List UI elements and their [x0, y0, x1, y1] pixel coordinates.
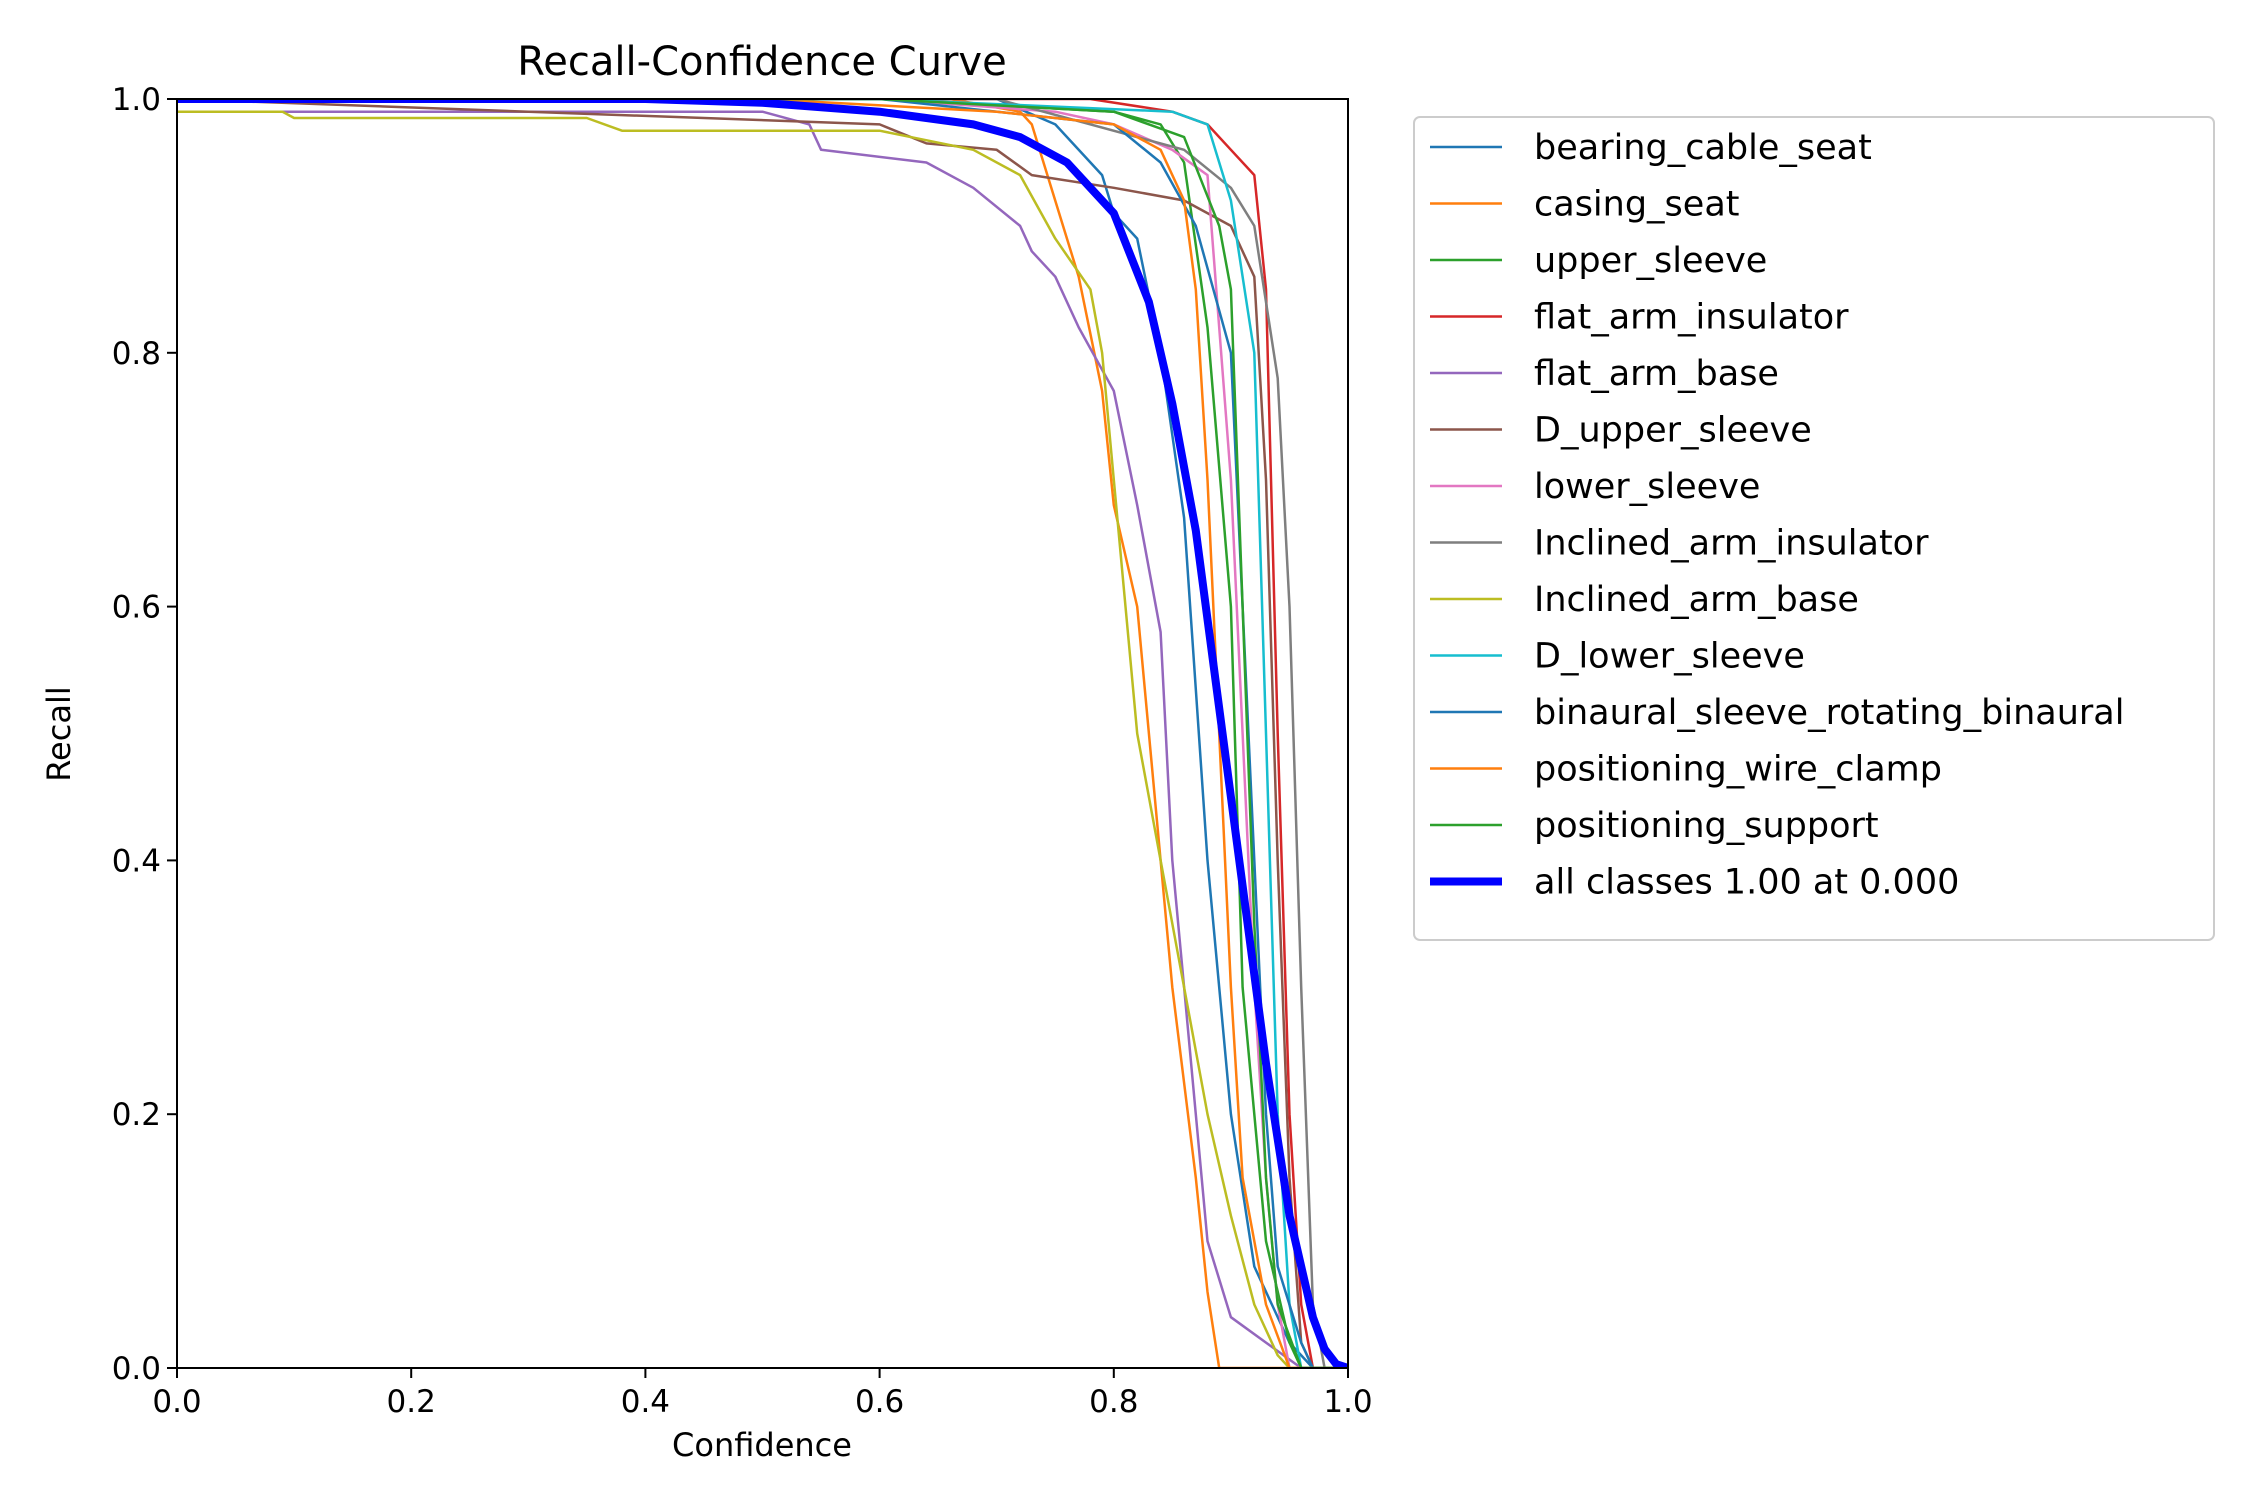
- series-line-all-classes-1-00-at-0-000: [177, 99, 1348, 1368]
- legend-item-d-lower-sleeve: D_lower_sleeve: [1430, 637, 1805, 677]
- legend-item-positioning-wire-clamp: positioning_wire_clamp: [1430, 750, 1942, 790]
- y-tick-label: 0.8: [112, 336, 161, 372]
- x-tick-label: 0.2: [387, 1384, 436, 1420]
- series-line-d-lower-sleeve: [177, 99, 1348, 1368]
- legend-item-inclined-arm-base: Inclined_arm_base: [1430, 580, 1859, 620]
- legend-item-flat-arm-insulator: flat_arm_insulator: [1430, 298, 1849, 338]
- y-tick-label: 0.6: [112, 590, 161, 626]
- x-tick-label: 1.0: [1323, 1384, 1372, 1420]
- x-axis-ticks: 0.0 0.2 0.4 0.6 0.8 1.0: [152, 1368, 1373, 1420]
- legend-item-casing-seat: casing_seat: [1430, 185, 1740, 225]
- legend-item-bearing-cable-seat: bearing_cable_seat: [1430, 128, 1872, 168]
- legend-label: all classes 1.00 at 0.000: [1534, 863, 1959, 903]
- y-tick-label: 0.2: [112, 1097, 161, 1133]
- legend-item-all-classes-1-00-at-0-000: all classes 1.00 at 0.000: [1430, 863, 1959, 903]
- legend-label: upper_sleeve: [1534, 241, 1767, 281]
- legend-label: binaural_sleeve_rotating_binaural: [1534, 693, 2124, 733]
- plot-area: [176, 98, 1349, 1369]
- y-tick-label: 1.0: [112, 82, 161, 118]
- legend-label: flat_arm_base: [1534, 354, 1779, 394]
- y-axis-ticks: 0.0 0.2 0.4 0.6 0.8 1.0: [112, 82, 177, 1387]
- x-axis-label: Confidence: [672, 1426, 852, 1464]
- legend-label: D_lower_sleeve: [1534, 637, 1805, 677]
- legend-label: casing_seat: [1534, 185, 1740, 225]
- series-line-flat-arm-base: [177, 110, 1348, 1368]
- plot-frame: [176, 98, 1349, 1369]
- series-line-positioning-support: [177, 99, 1348, 1368]
- legend-item-d-upper-sleeve: D_upper_sleeve: [1430, 411, 1812, 451]
- x-tick-label: 0.4: [621, 1384, 670, 1420]
- y-tick-label: 0.0: [112, 1351, 161, 1387]
- x-tick-label: 0.0: [152, 1384, 201, 1420]
- y-axis-label: Recall: [40, 686, 78, 781]
- legend-label: Inclined_arm_insulator: [1534, 524, 1929, 564]
- legend-label: Inclined_arm_base: [1534, 580, 1859, 620]
- legend-item-upper-sleeve: upper_sleeve: [1430, 241, 1767, 281]
- legend-label: positioning_wire_clamp: [1534, 750, 1942, 790]
- x-tick-label: 0.6: [855, 1384, 904, 1420]
- x-tick-label: 0.8: [1089, 1384, 1138, 1420]
- series-line-flat-arm-insulator: [177, 99, 1348, 1368]
- legend-label: lower_sleeve: [1534, 467, 1760, 507]
- y-tick-label: 0.4: [112, 843, 161, 879]
- legend-label: positioning_support: [1534, 806, 1879, 846]
- chart-title: Recall-Confidence Curve: [517, 39, 1006, 85]
- legend-label: D_upper_sleeve: [1534, 411, 1812, 451]
- series-line-inclined-arm-base: [177, 110, 1348, 1368]
- series-line-positioning-wire-clamp: [177, 99, 1348, 1368]
- legend-item-inclined-arm-insulator: Inclined_arm_insulator: [1430, 524, 1929, 564]
- legend: bearing_cable_seat casing_seat upper_sleev…: [1413, 116, 2215, 941]
- legend-item-flat-arm-base: flat_arm_base: [1430, 354, 1779, 394]
- legend-item-lower-sleeve: lower_sleeve: [1430, 467, 1760, 507]
- legend-item-binaural-sleeve-rotating-binaural: binaural_sleeve_rotating_binaural: [1430, 693, 2124, 733]
- legend-item-positioning-support: positioning_support: [1430, 806, 1879, 846]
- legend-label: flat_arm_insulator: [1534, 298, 1849, 338]
- legend-box: [1413, 116, 2215, 941]
- series-lines: [177, 99, 1348, 1368]
- legend-label: bearing_cable_seat: [1534, 128, 1872, 168]
